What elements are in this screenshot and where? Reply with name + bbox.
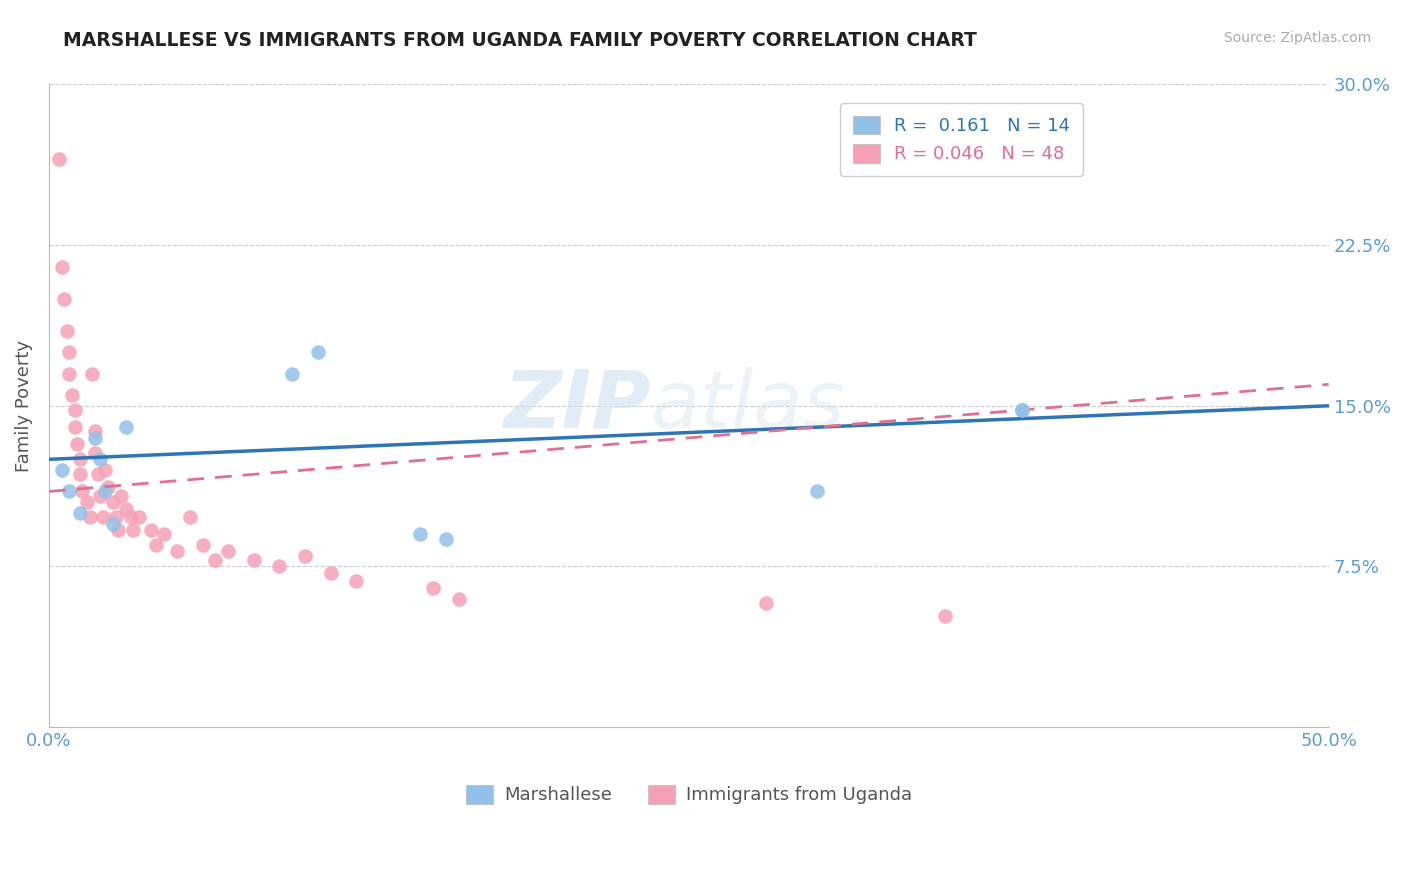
Point xyxy=(51,260,73,274)
Point xyxy=(66,437,89,451)
Point xyxy=(294,549,316,563)
Point xyxy=(63,420,86,434)
Point xyxy=(53,292,76,306)
Point xyxy=(110,489,132,503)
Text: Source: ZipAtlas.com: Source: ZipAtlas.com xyxy=(1223,31,1371,45)
Text: ZIP: ZIP xyxy=(503,367,651,445)
Point xyxy=(179,510,201,524)
Point xyxy=(84,425,107,439)
Point xyxy=(806,484,828,499)
Point xyxy=(269,559,291,574)
Point xyxy=(58,484,80,499)
Point xyxy=(84,446,107,460)
Point xyxy=(319,566,342,580)
Point xyxy=(107,523,129,537)
Point xyxy=(51,463,73,477)
Point xyxy=(122,523,145,537)
Point xyxy=(409,527,432,541)
Point xyxy=(94,484,117,499)
Point xyxy=(434,532,457,546)
Point xyxy=(101,495,124,509)
Point xyxy=(48,153,70,167)
Point xyxy=(91,510,114,524)
Point xyxy=(166,544,188,558)
Point xyxy=(101,516,124,531)
Point xyxy=(141,523,163,537)
Point xyxy=(58,367,80,381)
Point xyxy=(755,596,778,610)
Point xyxy=(447,591,470,606)
Point xyxy=(344,574,367,589)
Point xyxy=(94,463,117,477)
Point xyxy=(204,553,226,567)
Point xyxy=(70,484,93,499)
Point xyxy=(281,367,304,381)
Point xyxy=(114,501,136,516)
Text: atlas: atlas xyxy=(651,367,845,445)
Point xyxy=(1011,403,1033,417)
Point xyxy=(242,553,264,567)
Point xyxy=(97,480,120,494)
Point xyxy=(84,431,107,445)
Point xyxy=(79,510,101,524)
Point xyxy=(86,467,108,482)
Point xyxy=(69,506,91,520)
Point xyxy=(76,495,98,509)
Point xyxy=(1011,403,1033,417)
Point xyxy=(145,538,167,552)
Point xyxy=(63,403,86,417)
Text: MARSHALLESE VS IMMIGRANTS FROM UGANDA FAMILY POVERTY CORRELATION CHART: MARSHALLESE VS IMMIGRANTS FROM UGANDA FA… xyxy=(63,31,977,50)
Point xyxy=(934,608,956,623)
Point xyxy=(89,489,111,503)
Point xyxy=(58,345,80,359)
Point xyxy=(217,544,239,558)
Point xyxy=(104,510,127,524)
Point xyxy=(89,452,111,467)
Point xyxy=(69,467,91,482)
Legend: Marshallese, Immigrants from Uganda: Marshallese, Immigrants from Uganda xyxy=(458,778,920,812)
Point xyxy=(69,452,91,467)
Point xyxy=(153,527,176,541)
Point xyxy=(307,345,329,359)
Point xyxy=(60,388,83,402)
Point xyxy=(82,367,104,381)
Point xyxy=(191,538,214,552)
Point xyxy=(56,324,79,338)
Y-axis label: Family Poverty: Family Poverty xyxy=(15,340,32,472)
Point xyxy=(422,581,444,595)
Point xyxy=(128,510,150,524)
Point xyxy=(120,510,142,524)
Point xyxy=(114,420,136,434)
